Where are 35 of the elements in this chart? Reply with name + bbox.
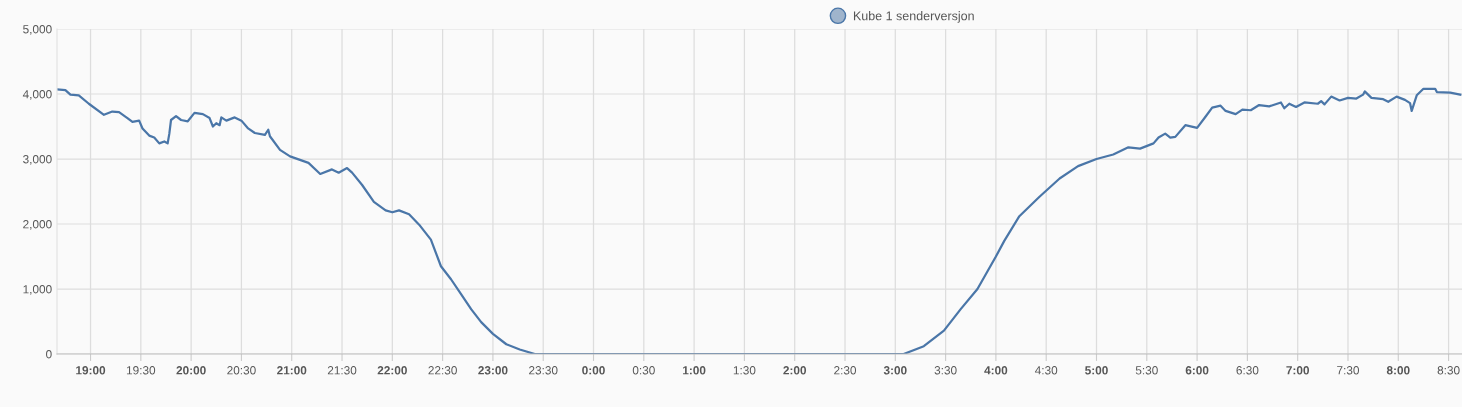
x-tick-label: 6:30 — [1236, 366, 1259, 375]
x-tick-label: 0:00 — [582, 366, 605, 375]
x-tick-label: 2:30 — [834, 366, 857, 375]
x-tick-label: 4:30 — [1034, 366, 1058, 375]
y-tick-label: 2,000 — [23, 220, 52, 230]
x-tick-label: 19:30 — [126, 366, 156, 375]
x-tick-label: 8:00 — [1386, 366, 1410, 375]
x-tick-label: 4:00 — [984, 366, 1008, 375]
x-tick-label: 6:00 — [1185, 366, 1209, 375]
x-tick-label: 2:00 — [783, 366, 807, 375]
y-tick-label: 4,000 — [22, 90, 52, 100]
x-tick-label: 22:30 — [428, 366, 457, 375]
x-tick-label: 3:30 — [934, 366, 957, 375]
y-tick-label: 0 — [46, 350, 52, 359]
x-tick-label: 0:30 — [632, 366, 655, 375]
x-tick-label: 22:00 — [377, 366, 407, 375]
legend-label: Kube 1 senderversjon — [853, 11, 974, 23]
x-tick-label: 19:00 — [76, 366, 106, 375]
x-tick-label: 21:00 — [277, 366, 307, 375]
x-tick-label: 5:00 — [1085, 366, 1108, 375]
x-tick-label: 7:30 — [1337, 366, 1360, 375]
y-tick-label: 3,000 — [23, 155, 52, 165]
x-tick-label: 3:00 — [883, 366, 907, 375]
x-tick-label: 7:00 — [1286, 366, 1310, 375]
x-tick-label: 21:30 — [327, 366, 357, 375]
x-tick-label: 1:00 — [683, 366, 706, 375]
x-tick-label: 8:30 — [1437, 366, 1460, 375]
x-tick-label: 20:30 — [227, 366, 256, 375]
x-tick-label: 1:30 — [733, 366, 756, 375]
x-tick-label: 5:30 — [1135, 366, 1158, 375]
x-tick-label: 20:00 — [176, 366, 206, 375]
y-tick-label: 5,000 — [23, 25, 52, 35]
x-tick-label: 23:30 — [529, 366, 558, 375]
x-tick-label: 23:00 — [478, 366, 508, 375]
y-tick-label: 1,000 — [23, 285, 52, 295]
